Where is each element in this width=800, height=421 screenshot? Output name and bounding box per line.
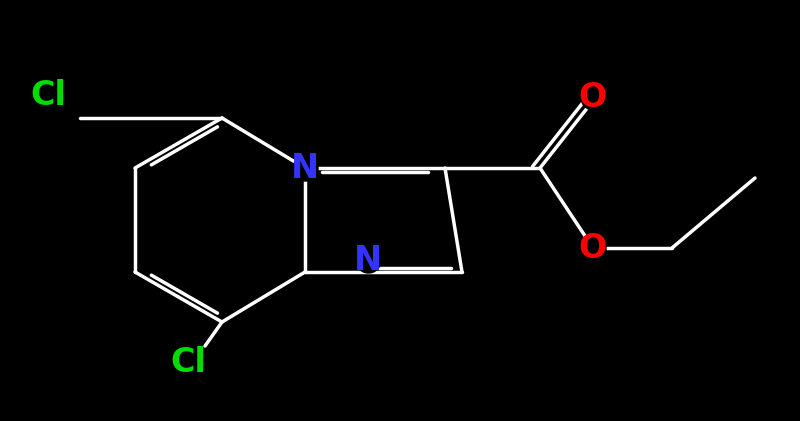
Text: N: N <box>291 152 319 184</box>
Text: O: O <box>579 232 607 264</box>
Text: Cl: Cl <box>170 346 206 378</box>
Text: Cl: Cl <box>30 78 66 112</box>
Text: O: O <box>579 80 607 114</box>
Text: N: N <box>354 243 382 277</box>
